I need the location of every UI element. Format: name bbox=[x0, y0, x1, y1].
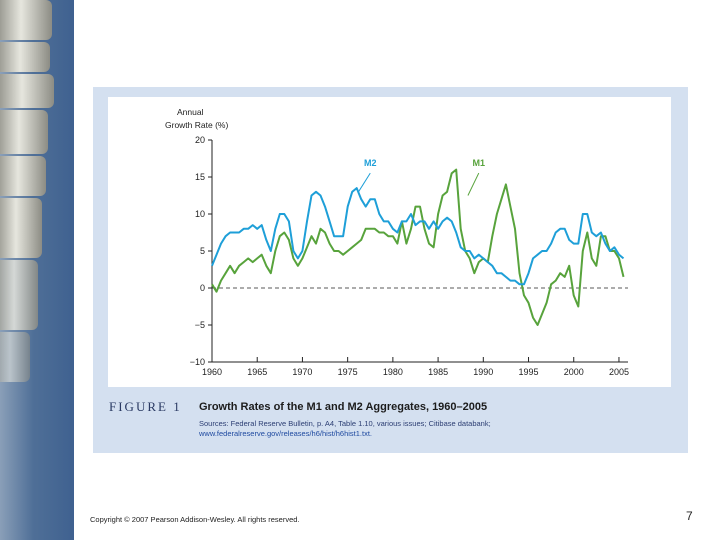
x-tick-label: 1980 bbox=[383, 367, 403, 377]
y-axis-label-line2: Growth Rate (%) bbox=[165, 120, 228, 130]
figure-sources: Sources: Federal Reserve Bulletin, p. A4… bbox=[199, 419, 579, 439]
annotation-label-m2: M2 bbox=[364, 158, 377, 168]
x-tick-label: 1975 bbox=[338, 367, 358, 377]
figure-title: Growth Rates of the M1 and M2 Aggregates… bbox=[199, 401, 488, 413]
x-tick-label: 2000 bbox=[564, 367, 584, 377]
coin-stack-image bbox=[0, 0, 54, 382]
x-tick-label: 1965 bbox=[247, 367, 267, 377]
annotation-label-m1: M1 bbox=[473, 158, 486, 168]
y-tick-label: 10 bbox=[195, 209, 205, 219]
annotation-arrow-m1 bbox=[467, 172, 480, 196]
chart-area: Annual Growth Rate (%) 20 15 10 5 0 −5 −10 1960… bbox=[108, 97, 671, 387]
chart-svg: Annual Growth Rate (%) 20 15 10 5 0 −5 −101960… bbox=[165, 107, 629, 377]
series-line-m1 bbox=[211, 168, 625, 326]
x-tick-label: 1995 bbox=[519, 367, 539, 377]
annotations: M2 M1 bbox=[358, 158, 486, 196]
page-number: 7 bbox=[686, 509, 693, 523]
series-line-m2 bbox=[211, 187, 625, 286]
sources-link[interactable]: www.federalreserve.gov/releases/h6/hist/… bbox=[199, 429, 373, 438]
decorative-coin-strip bbox=[0, 0, 74, 540]
x-tick-label: 1970 bbox=[292, 367, 312, 377]
y-tick-label: −10 bbox=[190, 357, 205, 367]
y-tick-label: 0 bbox=[200, 283, 205, 293]
annotation-arrow-m2 bbox=[358, 172, 371, 193]
series-lines bbox=[211, 168, 625, 326]
y-tick-label: −5 bbox=[195, 320, 205, 330]
x-tick-label: 1985 bbox=[428, 367, 448, 377]
sources-text: Sources: Federal Reserve Bulletin, p. A4… bbox=[199, 419, 491, 428]
copyright-notice: Copyright © 2007 Pearson Addison-Wesley.… bbox=[90, 515, 300, 524]
y-tick-label: 5 bbox=[200, 246, 205, 256]
y-tick-label: 20 bbox=[195, 135, 205, 145]
figure-label: FIGURE 1 bbox=[109, 399, 182, 414]
x-tick-label: 1990 bbox=[473, 367, 493, 377]
x-tick-label: 2005 bbox=[609, 367, 629, 377]
y-tick-label: 15 bbox=[195, 172, 205, 182]
y-axis-label-line1: Annual bbox=[177, 107, 204, 117]
x-tick-label: 1960 bbox=[202, 367, 222, 377]
